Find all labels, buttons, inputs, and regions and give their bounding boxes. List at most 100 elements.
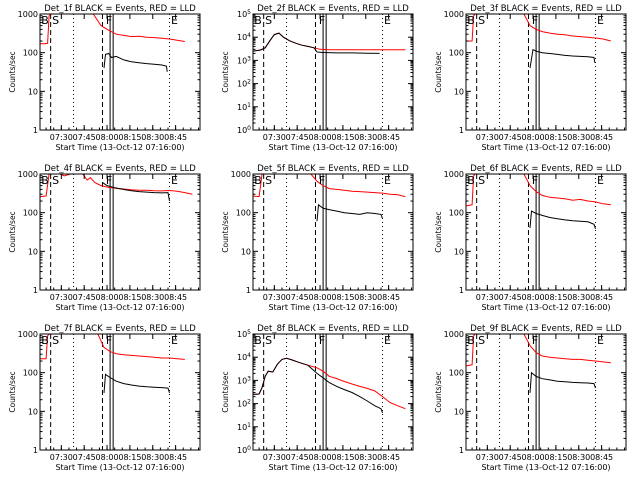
x-axis-label: Start Time (13-Oct-12 07:16:00) (55, 463, 184, 472)
event-marker-label: F (106, 334, 112, 347)
y-tick-label: 1000 (18, 10, 38, 19)
events-series-line (102, 182, 170, 202)
x-axis-label: Start Time (13-Oct-12 07:16:00) (55, 303, 184, 312)
plot-frame (252, 13, 414, 131)
x-axis-label: Start Time (13-Oct-12 07:16:00) (481, 143, 610, 152)
y-tick-label: 1000 (18, 330, 38, 339)
x-tick-label: 08:00 (309, 293, 332, 302)
plot-frame (39, 173, 201, 291)
event-marker-label: S (265, 14, 272, 27)
event-marker-label: F (532, 174, 538, 187)
x-tick-label: 08:30 (567, 453, 590, 462)
x-tick-label: 08:45 (377, 293, 400, 302)
plot-frame (39, 13, 201, 131)
x-tick-label: 07:45 (73, 133, 96, 142)
y-tick-label: 100 (23, 49, 38, 58)
y-tick-label: 100 (449, 209, 464, 218)
x-tick-label: 08:45 (590, 133, 613, 142)
event-marker-label: S (478, 334, 485, 347)
x-tick-label: 07:30 (50, 133, 73, 142)
plot-frame (39, 333, 201, 451)
event-marker-label: B (467, 174, 475, 187)
x-tick-label: 08:15 (331, 133, 354, 142)
x-tick-label: 08:15 (544, 133, 567, 142)
panel-title: Det_3f BLACK = Events, RED = LLD (470, 4, 622, 14)
y-tick-label: 10 (454, 247, 464, 256)
y-tick-label: 100 (236, 209, 251, 218)
x-tick-label: 07:45 (499, 453, 522, 462)
event-marker-label: E (597, 174, 604, 187)
x-tick-label: 08:00 (96, 293, 119, 302)
event-marker-label: B (467, 334, 475, 347)
panel-title: Det_4f BLACK = Events, RED = LLD (44, 164, 196, 174)
panel-title: Det_6f BLACK = Events, RED = LLD (470, 164, 622, 174)
y-axis-label: Counts/sec (221, 371, 230, 412)
x-axis-label: Start Time (13-Oct-12 07:16:00) (481, 303, 610, 312)
x-tick-label: 07:45 (499, 293, 522, 302)
x-axis-label: Start Time (13-Oct-12 07:16:00) (268, 303, 397, 312)
lld-series-line (466, 334, 611, 367)
event-marker-label: S (265, 174, 272, 187)
y-tick-label: 10 (454, 407, 464, 416)
event-marker-label: S (478, 14, 485, 27)
panel-title: Det_1f BLACK = Events, RED = LLD (44, 4, 196, 14)
lld-series-line (40, 14, 185, 45)
x-tick-label: 08:00 (522, 453, 545, 462)
events-series-line (529, 210, 596, 230)
event-marker-label: B (41, 334, 49, 347)
x-tick-label: 07:45 (499, 133, 522, 142)
event-marker-label: F (532, 334, 538, 347)
x-tick-label: 08:30 (567, 293, 590, 302)
x-tick-label: 07:30 (476, 453, 499, 462)
y-tick-label: 100 (237, 125, 251, 135)
x-tick-label: 07:30 (263, 293, 286, 302)
y-tick-label: 10 (454, 87, 464, 96)
x-tick-label: 07:45 (286, 453, 309, 462)
event-marker-label: S (52, 174, 59, 187)
panel-title: Det_2f BLACK = Events, RED = LLD (257, 4, 409, 14)
event-marker-label: E (597, 14, 604, 27)
event-marker-label: F (319, 334, 325, 347)
x-tick-label: 08:00 (96, 453, 119, 462)
x-tick-label: 08:30 (354, 133, 377, 142)
x-tick-label: 08:45 (164, 133, 187, 142)
events-series-line (253, 32, 380, 54)
event-marker-label: F (319, 14, 325, 27)
y-tick-label: 1000 (231, 170, 251, 179)
x-tick-label: 07:30 (476, 293, 499, 302)
event-marker-label: E (384, 334, 391, 347)
event-marker-label: E (384, 174, 391, 187)
x-tick-label: 08:00 (522, 133, 545, 142)
x-axis-label: Start Time (13-Oct-12 07:16:00) (481, 463, 610, 472)
y-tick-label: 100 (449, 369, 464, 378)
event-marker-label: B (254, 14, 262, 27)
y-axis-label: Counts/sec (8, 211, 17, 252)
x-tick-label: 08:15 (331, 293, 354, 302)
x-tick-label: 08:15 (331, 453, 354, 462)
y-tick-label: 1 (33, 446, 38, 455)
x-tick-label: 08:30 (141, 453, 164, 462)
y-tick-label: 10 (28, 247, 38, 256)
y-axis-label: Counts/sec (221, 51, 230, 92)
event-marker-label: B (254, 334, 262, 347)
event-marker-label: E (171, 174, 178, 187)
event-marker-label: B (254, 174, 262, 187)
y-tick-label: 104 (237, 352, 251, 362)
x-tick-label: 08:30 (567, 133, 590, 142)
x-axis-label: Start Time (13-Oct-12 07:16:00) (268, 143, 397, 152)
lld-series-line (466, 14, 611, 42)
y-tick-label: 1 (459, 286, 464, 295)
x-tick-label: 07:45 (286, 133, 309, 142)
x-tick-label: 08:15 (544, 293, 567, 302)
y-tick-label: 1 (246, 286, 251, 295)
event-marker-label: B (41, 174, 49, 187)
x-tick-label: 07:30 (263, 133, 286, 142)
y-tick-label: 101 (237, 422, 251, 432)
plot-frame (252, 333, 414, 451)
y-tick-label: 1000 (444, 10, 464, 19)
